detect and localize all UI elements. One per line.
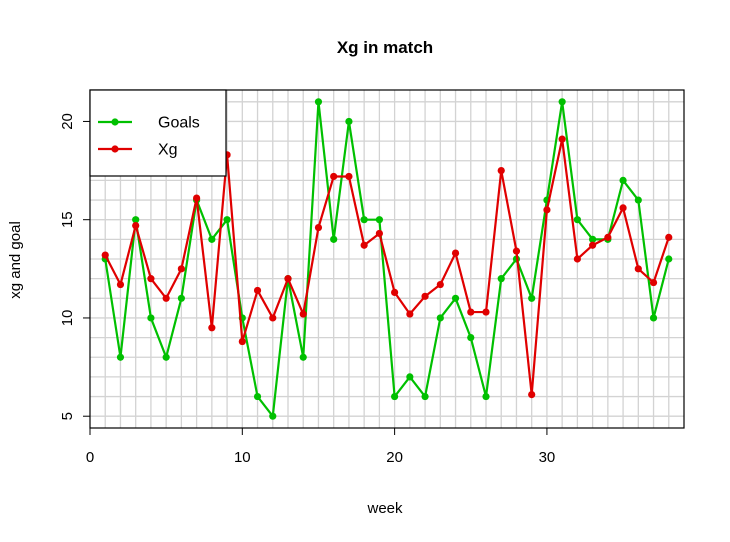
- data-point-xg: [436, 280, 444, 289]
- data-point-goals: [451, 294, 460, 302]
- data-point-xg: [253, 286, 262, 295]
- data-point-xg: [558, 135, 566, 143]
- data-point-goals: [223, 216, 231, 224]
- data-point-goals: [558, 98, 566, 106]
- data-point-goals: [634, 196, 642, 204]
- data-point-xg: [451, 249, 460, 257]
- data-point-xg: [314, 223, 323, 232]
- y-tick-label: 5: [59, 412, 76, 420]
- data-point-xg: [208, 324, 216, 332]
- data-point-xg: [467, 308, 475, 316]
- series-line-goals: [104, 100, 670, 418]
- data-point-xg: [406, 310, 414, 318]
- series-layer: [101, 98, 673, 420]
- data-point-goals: [528, 294, 536, 302]
- data-point-xg: [528, 390, 536, 399]
- legend-marker-goals: [111, 118, 119, 126]
- legend-marker-xg: [111, 145, 119, 153]
- data-point-xg: [101, 251, 109, 259]
- data-point-xg: [665, 233, 673, 241]
- y-tick-label: 20: [59, 113, 76, 130]
- y-axis-label: xg and goal: [7, 221, 24, 299]
- data-point-xg: [543, 206, 551, 214]
- data-point-xg: [573, 255, 581, 263]
- x-tick-label: 20: [386, 449, 403, 466]
- data-point-goals: [482, 392, 490, 401]
- data-point-xg: [177, 265, 185, 273]
- data-point-goals: [269, 412, 277, 420]
- legend-box: [89, 89, 227, 177]
- data-point-xg: [604, 233, 612, 241]
- data-point-goals: [330, 235, 338, 243]
- data-point-goals: [467, 334, 475, 342]
- data-point-goals: [132, 216, 140, 224]
- data-point-goals: [619, 176, 627, 184]
- data-point-goals: [253, 392, 262, 401]
- data-point-xg: [360, 241, 368, 249]
- legend-label-goals: Goals: [158, 115, 200, 132]
- data-point-goals: [360, 216, 368, 224]
- axes: 0 10 20 30 5 10 15 20: [59, 113, 555, 466]
- data-point-xg: [147, 275, 155, 283]
- data-point-xg: [299, 310, 307, 318]
- data-point-xg: [162, 294, 170, 302]
- data-point-goals: [375, 216, 383, 224]
- data-point-xg: [619, 204, 627, 212]
- data-point-xg: [132, 221, 140, 230]
- data-point-goals: [314, 98, 323, 106]
- chart-title: Xg in match: [337, 38, 433, 57]
- data-point-xg: [512, 247, 521, 255]
- data-point-goals: [406, 373, 414, 381]
- data-point-xg: [589, 241, 597, 249]
- data-point-xg: [330, 172, 338, 181]
- data-point-goals: [299, 353, 307, 361]
- y-tick-label: 10: [59, 310, 76, 327]
- y-tick-label: 15: [59, 211, 76, 228]
- data-point-goals: [116, 353, 125, 361]
- data-point-goals: [665, 255, 673, 263]
- series-goals: [101, 98, 673, 420]
- data-point-xg: [269, 314, 277, 322]
- x-tick-label: 30: [539, 449, 556, 466]
- data-point-xg: [482, 308, 490, 316]
- x-tick-label: 0: [86, 449, 94, 466]
- x-axis-label: week: [366, 500, 403, 517]
- legend: Goals Xg: [89, 89, 227, 177]
- series-line-xg: [104, 138, 670, 396]
- data-point-xg: [634, 265, 642, 273]
- data-point-goals: [573, 216, 581, 224]
- data-point-goals: [589, 235, 597, 243]
- data-point-xg: [391, 288, 399, 297]
- data-point-xg: [116, 280, 125, 289]
- data-point-goals: [391, 392, 399, 401]
- data-point-xg: [649, 278, 658, 287]
- data-point-goals: [436, 314, 444, 322]
- data-point-xg: [345, 172, 353, 181]
- data-point-goals: [147, 314, 155, 322]
- data-point-goals: [649, 314, 658, 322]
- data-point-xg: [375, 229, 383, 238]
- data-point-goals: [177, 294, 185, 302]
- data-point-goals: [208, 235, 216, 243]
- legend-label-xg: Xg: [158, 142, 178, 159]
- data-point-goals: [497, 275, 505, 283]
- data-point-xg: [421, 292, 429, 300]
- data-point-goals: [421, 392, 429, 401]
- data-point-goals: [345, 117, 353, 126]
- data-point-xg: [284, 275, 292, 283]
- data-point-goals: [162, 353, 170, 361]
- data-point-xg: [193, 194, 201, 202]
- series-xg: [101, 135, 673, 399]
- x-tick-label: 10: [234, 449, 251, 466]
- data-point-xg: [497, 166, 505, 175]
- data-point-xg: [238, 337, 246, 346]
